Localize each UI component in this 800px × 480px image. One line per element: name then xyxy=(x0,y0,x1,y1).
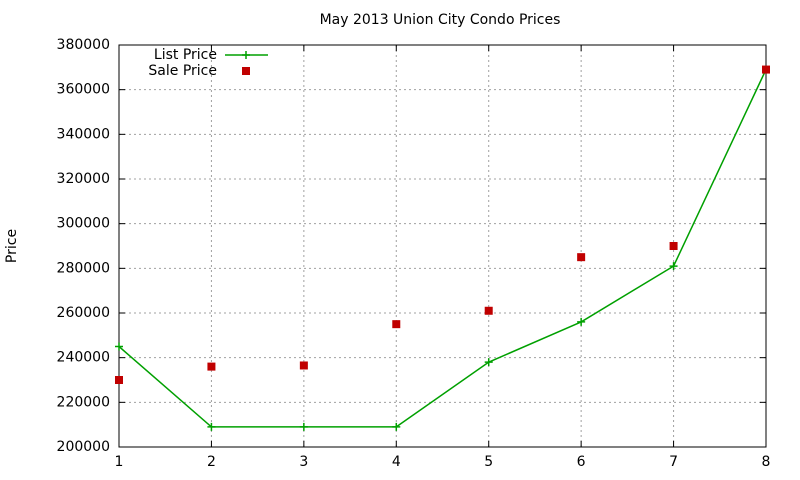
point-marker xyxy=(299,422,308,431)
point-marker xyxy=(762,65,770,74)
legend-label: Sale Price xyxy=(148,63,217,79)
y-tick-label: 200000 xyxy=(57,439,110,455)
point-marker xyxy=(669,242,678,250)
series-line xyxy=(118,69,767,428)
point-marker xyxy=(115,342,123,351)
y-tick-label: 240000 xyxy=(57,350,110,366)
x-tick-label: 6 xyxy=(577,454,586,470)
point-marker xyxy=(207,362,216,371)
point-marker xyxy=(115,376,123,384)
legend-label: List Price xyxy=(154,47,217,63)
y-tick-label: 340000 xyxy=(57,126,110,142)
x-tick-label: 2 xyxy=(207,454,216,470)
x-tick-label: 3 xyxy=(299,454,308,470)
x-tick-label: 4 xyxy=(392,454,401,470)
point-marker xyxy=(392,320,401,329)
y-tick-label: 300000 xyxy=(57,216,110,232)
point-marker xyxy=(669,262,678,271)
x-tick-label: 1 xyxy=(115,454,124,470)
point-marker xyxy=(299,361,308,370)
y-tick-label: 320000 xyxy=(57,171,110,187)
point-marker xyxy=(242,51,250,59)
y-tick-label: 280000 xyxy=(57,260,110,276)
x-tick-label: 5 xyxy=(484,454,493,470)
plot-border xyxy=(118,44,767,448)
point-marker xyxy=(207,422,216,431)
point-marker xyxy=(577,253,586,262)
y-tick-label: 220000 xyxy=(57,394,110,410)
point-marker xyxy=(577,317,586,326)
point-marker xyxy=(242,67,250,75)
x-tick-label: 7 xyxy=(669,454,678,470)
y-tick-label: 360000 xyxy=(57,82,110,98)
x-tick-label: 8 xyxy=(762,454,771,470)
point-marker xyxy=(392,422,401,431)
point-marker xyxy=(484,358,493,367)
point-marker xyxy=(484,306,493,315)
chart-title: May 2013 Union City Condo Prices xyxy=(320,12,561,28)
y-tick-label: 380000 xyxy=(57,37,110,53)
y-tick-label: 260000 xyxy=(57,305,110,321)
y-axis-label: Price xyxy=(4,229,20,263)
